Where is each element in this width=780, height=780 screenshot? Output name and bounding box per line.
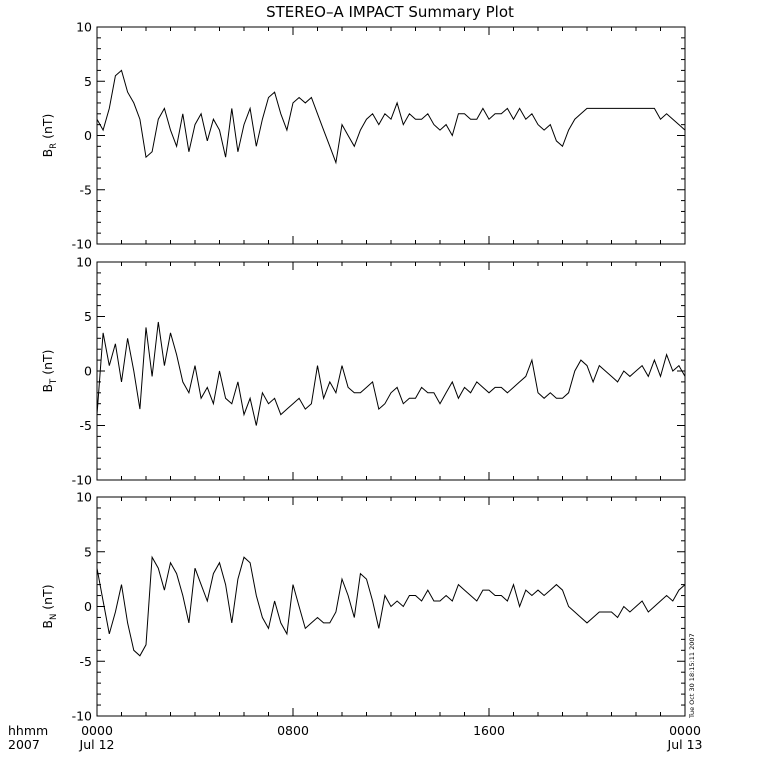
y-tick-label: 0 <box>84 364 92 379</box>
y-label-unit: (nT) <box>40 349 55 378</box>
y-tick-label: -5 <box>80 418 92 433</box>
series-line-bt <box>96 321 686 426</box>
y-tick-label: -10 <box>72 237 92 252</box>
x-tick-label: 1600 <box>473 723 505 738</box>
x-tick-label: 0800 <box>277 723 309 738</box>
y-tick-label: -10 <box>72 473 92 488</box>
panel-r: -10 -5 0 5 10 BR (nT) <box>40 20 686 252</box>
y-tick-label: -10 <box>72 709 92 724</box>
y-tick-label: 0 <box>84 128 92 143</box>
y-tick-label: 10 <box>76 20 92 35</box>
timestamp-label: Tue Oct 30 18:15:11 2007 <box>688 633 696 719</box>
plot-title: STEREO–A IMPACT Summary Plot <box>266 3 514 21</box>
y-tick-label: 5 <box>84 544 92 559</box>
x-axis-corner-label: 2007 <box>8 737 40 752</box>
y-tick-label: 10 <box>76 490 92 505</box>
x-tick-date-label: Jul 13 <box>667 737 703 752</box>
y-tick-label: 0 <box>84 599 92 614</box>
y-label-main: B <box>40 149 55 158</box>
y-axis-label: BT (nT) <box>40 349 59 392</box>
y-label-subscript: N <box>49 614 59 620</box>
panel-n: -10 -5 0 5 10 BN (nT) <box>40 490 686 724</box>
y-tick-label: -5 <box>80 654 92 669</box>
series-line-br <box>96 69 686 165</box>
y-label-main: B <box>40 384 55 393</box>
x-tick-label: 0000 <box>669 723 701 738</box>
y-label-unit: (nT) <box>40 114 55 143</box>
y-label-unit: (nT) <box>40 584 55 613</box>
y-label-main: B <box>40 620 55 629</box>
y-tick-label: -5 <box>80 182 92 197</box>
y-label-subscript: R <box>49 143 59 149</box>
panel-frame <box>96 26 686 245</box>
y-axis-label: BR (nT) <box>40 114 59 158</box>
y-axis-label: BN (nT) <box>40 584 59 628</box>
y-tick-label: 5 <box>84 309 92 324</box>
y-tick-label: 5 <box>84 74 92 89</box>
series-line-bn <box>96 555 686 657</box>
x-axis-corner-label: hhmm <box>8 723 48 738</box>
panel-t: -10 -5 0 5 10 BT (nT) <box>40 255 686 488</box>
x-tick-label: 0000 <box>81 723 113 738</box>
x-tick-date-label: Jul 12 <box>79 737 115 752</box>
y-label-subscript: T <box>49 378 59 385</box>
y-tick-label: 10 <box>76 255 92 270</box>
